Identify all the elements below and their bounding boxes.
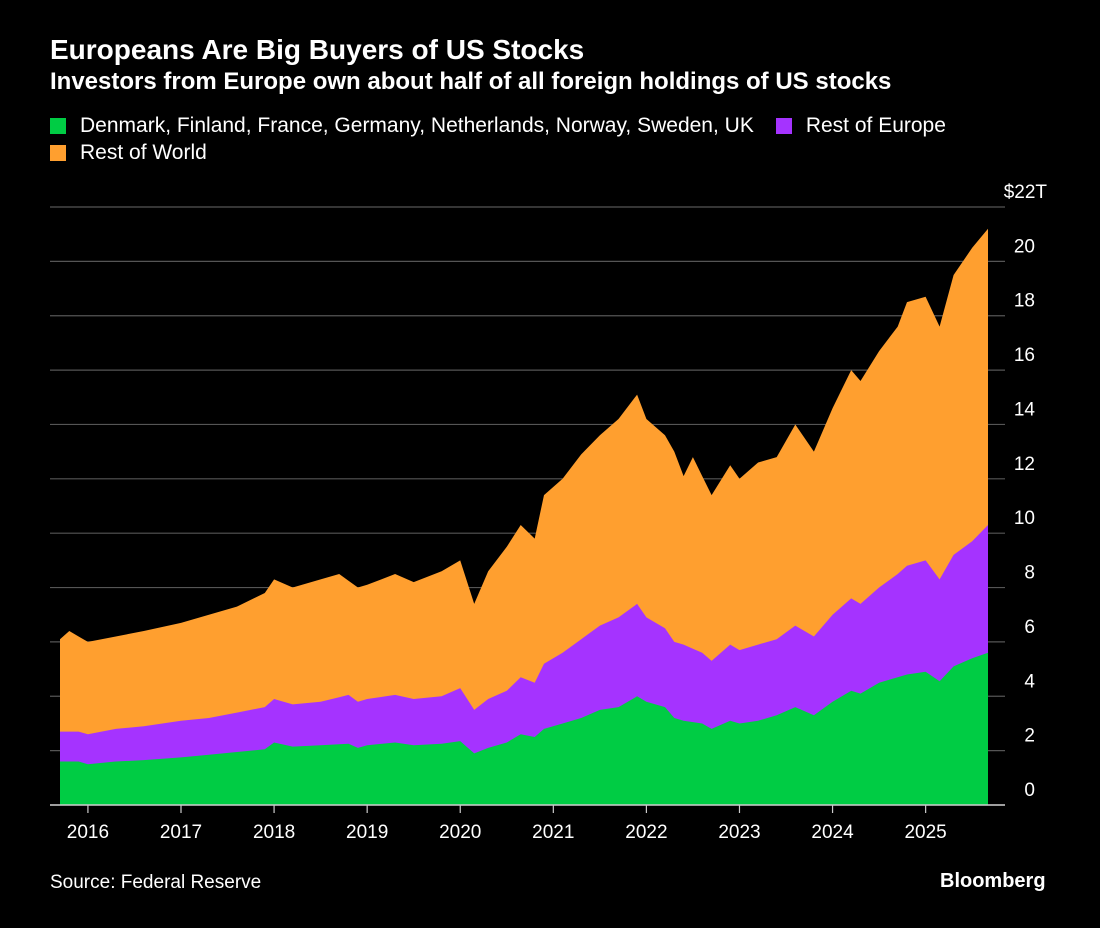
legend-label-core-europe: Denmark, Finland, France, Germany, Nethe… — [80, 114, 754, 137]
x-tick-label-2018: 2018 — [253, 822, 295, 843]
chart-title: Europeans Are Big Buyers of US Stocks — [50, 34, 585, 65]
y-tick-label-8: 8 — [1024, 563, 1035, 584]
x-tick-label-2016: 2016 — [67, 822, 109, 843]
y-tick-label-14: 14 — [1014, 399, 1036, 420]
x-tick-label-2024: 2024 — [811, 822, 854, 843]
legend-item-rest-of-world: Rest of World — [50, 141, 1050, 164]
bloomberg-logo: Bloomberg — [940, 870, 1046, 892]
x-tick-label-2021: 2021 — [532, 822, 574, 843]
y-tick-label-10: 10 — [1014, 508, 1035, 529]
x-tick-label-2022: 2022 — [625, 822, 667, 843]
y-tick-label-4: 4 — [1024, 671, 1035, 692]
legend-label-rest-of-europe: Rest of Europe — [805, 114, 946, 137]
x-tick-label-2017: 2017 — [160, 822, 202, 843]
legend-swatch-rest-of-world — [50, 144, 66, 161]
y-tick-label-0: 0 — [1024, 780, 1035, 801]
x-tick-label-2020: 2020 — [439, 822, 481, 843]
chart-subtitle: Investors from Europe own about half of … — [50, 68, 892, 95]
legend: Denmark, Finland, France, Germany, Nethe… — [50, 114, 1050, 164]
x-tick-label-2023: 2023 — [718, 822, 760, 843]
x-tick-label-2019: 2019 — [346, 822, 388, 843]
y-tick-label-16: 16 — [1014, 345, 1035, 366]
source-note: Source: Federal Reserve — [50, 872, 262, 893]
y-tick-label-18: 18 — [1014, 291, 1035, 312]
legend-item-rest-of-europe: Rest of Europe — [775, 114, 946, 137]
y-tick-label-12: 12 — [1014, 454, 1035, 475]
legend-swatch-rest-of-europe — [775, 117, 792, 134]
y-tick-label-2: 2 — [1024, 726, 1035, 747]
y-tick-label-20: 20 — [1014, 236, 1035, 257]
x-tick-label-2025: 2025 — [904, 822, 946, 843]
legend-label-rest-of-world: Rest of World — [80, 141, 207, 164]
y-top-label: $22T — [1004, 182, 1048, 203]
legend-item-core-europe: Denmark, Finland, France, Germany, Nethe… — [50, 114, 754, 137]
y-tick-label-6: 6 — [1024, 617, 1035, 638]
legend-swatch-core-europe — [50, 117, 66, 134]
area-core-europe — [60, 652, 988, 805]
